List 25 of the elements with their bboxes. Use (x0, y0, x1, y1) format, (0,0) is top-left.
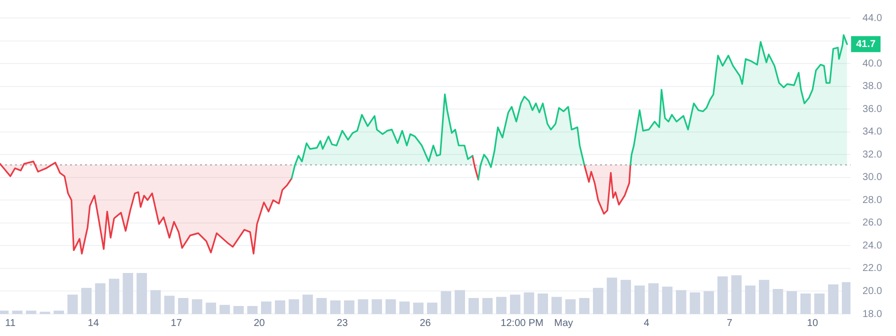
x-tick-label: 17 (170, 318, 182, 329)
y-tick-label: 26.0 (862, 218, 882, 229)
x-tick-label: 4 (644, 318, 650, 329)
x-tick-label: 11 (5, 318, 16, 329)
y-tick-label: 22.0 (862, 263, 882, 274)
y-tick-label: 18.0 (862, 308, 882, 320)
x-tick-label: May (554, 318, 574, 329)
x-tick-label: 12:00 PM (500, 318, 544, 329)
y-tick-label: 28.0 (862, 194, 882, 206)
y-tick-label: 44.0 (862, 12, 882, 24)
x-tick-label: 10 (806, 318, 819, 329)
x-tick-label: 23 (336, 318, 348, 329)
x-tick-label: 20 (254, 318, 266, 329)
y-tick-label: 38.0 (862, 81, 882, 92)
y-tick-label: 32.0 (862, 149, 882, 160)
y-tick-label: 30.0 (862, 172, 882, 184)
data-label: 41.7 (856, 38, 876, 50)
y-tick-label: 40.0 (862, 58, 882, 70)
x-tick-label: 14 (88, 318, 100, 329)
x-tick-label: 26 (420, 318, 432, 329)
y-tick-label: 36.0 (862, 104, 882, 115)
y-tick-label: 34.0 (862, 126, 882, 138)
x-tick-label: 7 (726, 318, 733, 329)
y-tick-label: 20.0 (862, 286, 882, 297)
y-tick-label: 24.0 (862, 240, 882, 252)
